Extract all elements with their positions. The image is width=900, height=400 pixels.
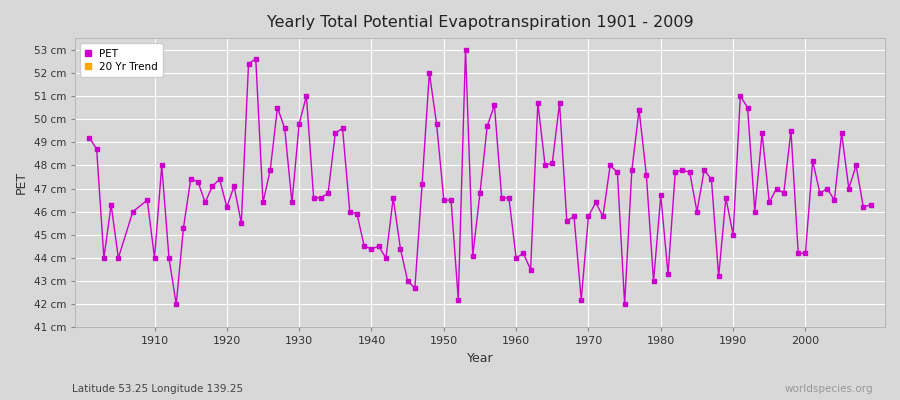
Text: worldspecies.org: worldspecies.org (785, 384, 873, 394)
Y-axis label: PET: PET (15, 171, 28, 194)
Legend: PET, 20 Yr Trend: PET, 20 Yr Trend (80, 43, 163, 77)
Text: Latitude 53.25 Longitude 139.25: Latitude 53.25 Longitude 139.25 (72, 384, 243, 394)
X-axis label: Year: Year (467, 352, 493, 365)
Title: Yearly Total Potential Evapotranspiration 1901 - 2009: Yearly Total Potential Evapotranspiratio… (266, 15, 693, 30)
